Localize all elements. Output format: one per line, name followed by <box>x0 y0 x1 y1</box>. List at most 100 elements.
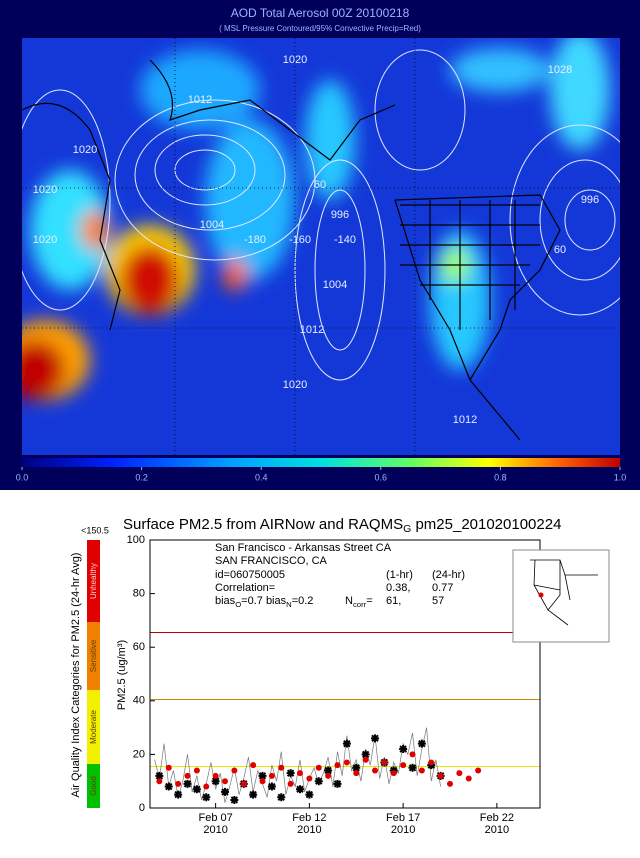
y-tick-label: 20 <box>133 748 145 760</box>
contour-labels: 1020 1020 1012 1020 1004 996 1004 1012 1020 1028 1… <box>33 54 599 426</box>
map-image <box>22 38 620 455</box>
obs-point <box>342 739 351 748</box>
aqi-band-label: Good <box>89 776 98 796</box>
text-part: pm25_201020100224 <box>411 516 561 533</box>
info-text: San Francisco - Arkansas Street CA <box>215 542 392 554</box>
info-text: SAN FRANCISCO, CA <box>215 555 328 567</box>
model-point <box>306 775 313 782</box>
model-point <box>353 770 360 777</box>
x-tick-label: Feb 17 2010 <box>386 812 420 836</box>
contour-label: 1004 <box>323 279 347 291</box>
colorbar-ticks: 0.0 0.2 0.4 0.6 0.8 1.0 <box>16 467 627 482</box>
colorbar <box>22 458 620 467</box>
contour-label: 1012 <box>300 324 324 336</box>
model-point <box>165 764 172 771</box>
x-tick-label: Feb 07 2010 <box>199 812 233 836</box>
obs-point <box>211 777 220 786</box>
model-point <box>465 775 472 782</box>
aqi-band <box>87 690 100 764</box>
y-tick-label: 100 <box>127 534 145 546</box>
contour-label: 60 <box>314 179 326 191</box>
obs-point <box>314 777 323 786</box>
model-point <box>268 772 275 779</box>
obs-point <box>164 782 173 791</box>
y-tick-label: 0 <box>139 802 145 814</box>
aqi-band <box>87 540 100 622</box>
model-point <box>156 778 163 785</box>
model-point <box>315 764 322 771</box>
text-part: =0.2 <box>292 595 314 607</box>
obs-point <box>371 734 379 743</box>
x-tick-label: Feb 22 2010 <box>480 812 514 836</box>
obs-point <box>408 763 417 772</box>
text-part: =0.7 bias <box>241 595 286 607</box>
subscript: O <box>235 600 241 609</box>
ncorr-label: Ncorr= <box>345 595 373 609</box>
contour-label: 1020 <box>33 234 57 246</box>
subscript: N <box>286 600 292 609</box>
model-point <box>372 767 378 774</box>
model-point <box>381 759 388 766</box>
obs-point <box>296 785 304 794</box>
info-text: 0.38, <box>386 582 410 594</box>
map-title: AOD Total Aerosol 00Z 20100218 <box>231 6 410 20</box>
obs-point <box>324 766 333 775</box>
obs-point <box>202 793 211 802</box>
model-point <box>175 780 182 787</box>
obs-point <box>305 790 314 799</box>
model-point <box>409 751 416 758</box>
contour-label: 1012 <box>188 94 212 106</box>
contour-label: 60 <box>554 244 566 256</box>
text-part: bias <box>215 595 236 607</box>
model-point <box>250 762 257 769</box>
colorbar-tick-label: 0.6 <box>375 472 388 482</box>
aqi-bar: Good Moderate Sensitive Unhealthy <box>87 540 100 808</box>
colorbar-tick-label: 1.0 <box>614 472 627 482</box>
model-point <box>400 762 407 769</box>
colorbar-tick-label: 0.0 <box>16 472 29 482</box>
model-point <box>287 780 294 787</box>
model-point <box>447 780 453 787</box>
plot: 0 20 40 60 80 100 Feb 07 2010 Feb 12 2010 Feb 17 20… <box>127 534 540 836</box>
contour-label: -160 <box>289 234 311 246</box>
obs-point <box>277 793 286 802</box>
info-text: 61, <box>386 595 401 607</box>
model-point <box>362 756 369 763</box>
model-point <box>456 770 463 777</box>
y-axis-label: PM2.5 (ug/m³) <box>116 640 128 710</box>
obs-point <box>192 785 201 794</box>
plot-frame <box>149 539 541 809</box>
contour-label: 1020 <box>283 54 307 66</box>
contour-label: 996 <box>331 209 349 221</box>
text-part: Surface PM2.5 from AIRNow and RAQMS <box>123 516 403 533</box>
obs-point <box>183 779 192 788</box>
contour-label: 1020 <box>283 379 307 391</box>
model-point <box>240 780 247 787</box>
obs-point <box>417 739 426 748</box>
contour-label: 1012 <box>453 414 477 426</box>
aqi-band <box>87 622 100 690</box>
model-point <box>231 767 238 774</box>
obs-point <box>286 769 295 778</box>
model-point <box>193 767 200 774</box>
aqi-top-label: <150.5 <box>81 525 109 535</box>
obs-point <box>230 795 239 804</box>
info-text: 0.77 <box>432 582 453 594</box>
text-part: = <box>366 595 372 607</box>
aqi-band-label: Unhealthy <box>89 563 98 599</box>
aqi-band-label: Sensitive <box>89 639 98 672</box>
obs-point <box>333 779 342 788</box>
contour-label: 1004 <box>200 219 224 231</box>
obs-point <box>258 771 267 780</box>
contour-label: -180 <box>244 234 266 246</box>
model-point <box>334 762 341 769</box>
model-point <box>418 767 425 774</box>
subscript: corr <box>353 600 367 609</box>
colorbar-tick-label: 0.8 <box>494 472 507 482</box>
model-point <box>343 759 350 766</box>
model-point <box>297 770 303 777</box>
y-tick-label: 80 <box>133 588 145 600</box>
model-point <box>259 778 266 785</box>
